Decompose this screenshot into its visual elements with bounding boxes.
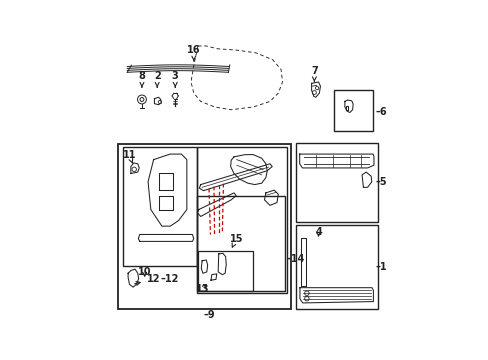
Text: 15: 15 (229, 234, 243, 247)
Text: 16: 16 (186, 45, 200, 61)
Bar (333, 90, 372, 131)
Bar (196, 147, 286, 293)
Text: –5: –5 (375, 177, 386, 187)
Text: 7: 7 (310, 66, 317, 81)
Text: 4: 4 (314, 227, 321, 237)
Text: 3: 3 (171, 72, 178, 87)
Text: –14: –14 (285, 255, 304, 264)
Text: –1: –1 (375, 262, 386, 272)
Text: 11: 11 (122, 150, 136, 163)
Bar (197, 195, 285, 291)
Bar (296, 225, 377, 309)
Bar (117, 144, 290, 309)
Text: 13: 13 (196, 284, 209, 293)
Text: 12: 12 (134, 274, 160, 285)
Bar (296, 143, 377, 222)
Bar (198, 251, 252, 291)
Bar (123, 147, 196, 266)
Text: 8: 8 (138, 72, 145, 87)
Text: –9: –9 (203, 310, 215, 320)
Text: –12: –12 (160, 274, 179, 284)
Text: 10: 10 (138, 267, 151, 277)
Text: 2: 2 (154, 72, 160, 87)
Text: –6: –6 (375, 108, 386, 117)
